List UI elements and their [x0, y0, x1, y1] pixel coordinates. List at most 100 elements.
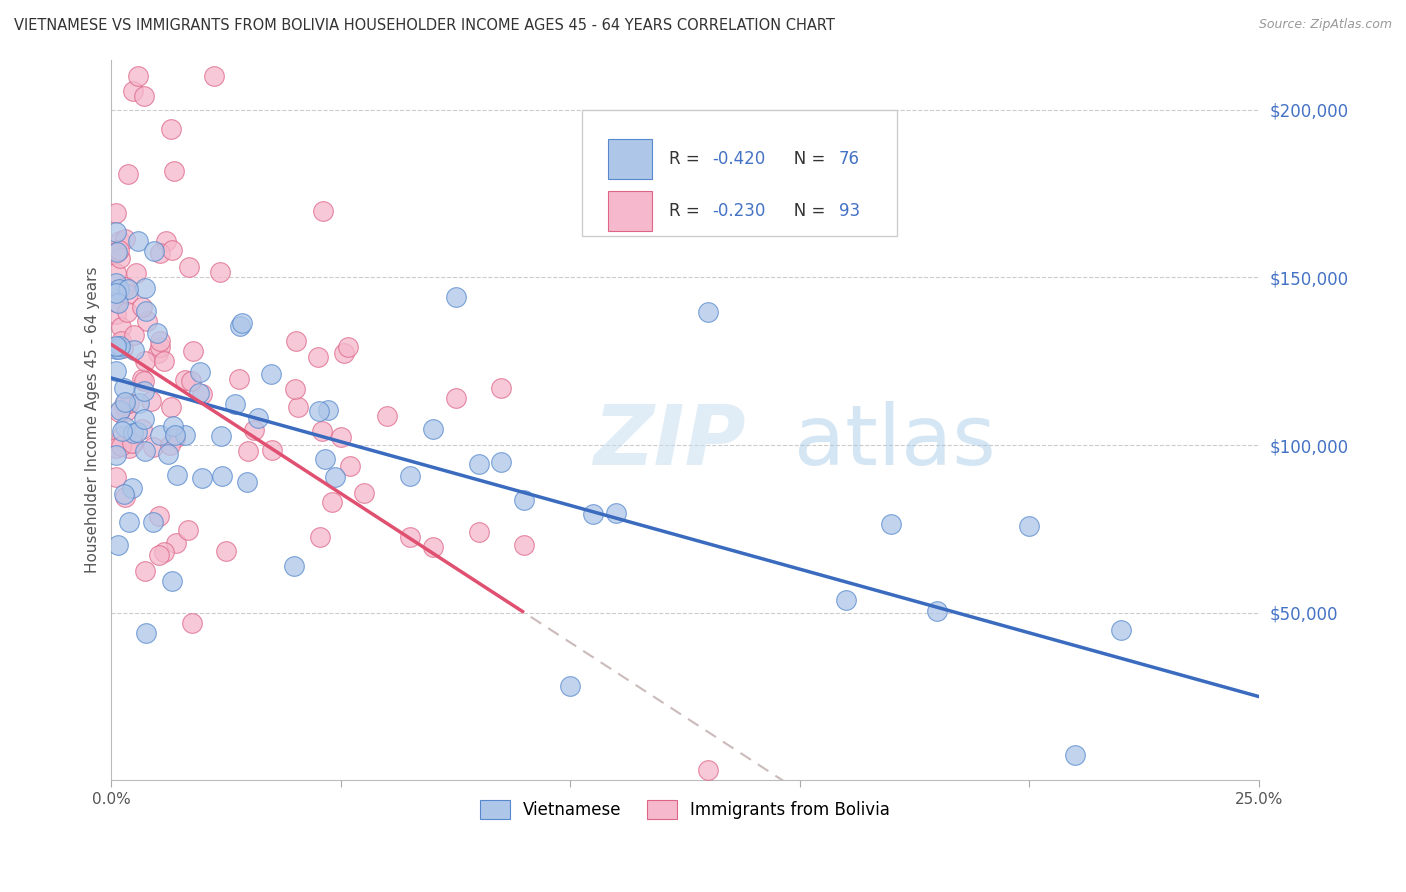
Point: [148, 509, 170, 524]
Point: [284, 382, 307, 396]
Point: [312, 203, 335, 218]
Point: [114, 395, 136, 409]
Point: [165, 432, 187, 446]
Point: [135, 304, 157, 318]
Y-axis label: Householder Income Ages 45 - 64 years: Householder Income Ages 45 - 64 years: [86, 267, 100, 574]
FancyBboxPatch shape: [582, 110, 897, 236]
Point: [142, 516, 165, 530]
Point: [228, 371, 250, 385]
Point: [398, 530, 420, 544]
Point: [131, 372, 153, 386]
Point: [209, 429, 232, 443]
Point: [127, 234, 149, 248]
Point: [131, 301, 153, 315]
Point: [134, 281, 156, 295]
Point: [160, 243, 183, 257]
Point: [834, 593, 856, 607]
Point: [491, 381, 513, 395]
FancyBboxPatch shape: [609, 192, 652, 231]
Point: [132, 374, 155, 388]
Text: 93: 93: [839, 202, 860, 220]
Point: [118, 441, 141, 455]
Point: [149, 334, 172, 349]
Point: [467, 457, 489, 471]
Point: [111, 424, 134, 438]
Point: [314, 452, 336, 467]
Point: [215, 544, 238, 558]
Point: [111, 429, 134, 443]
Point: [105, 339, 128, 353]
Text: ZIP: ZIP: [593, 401, 745, 482]
Point: [260, 442, 283, 457]
Point: [160, 574, 183, 589]
Point: [110, 251, 132, 265]
Point: [191, 387, 214, 401]
Point: [353, 486, 375, 500]
Point: [105, 441, 128, 455]
Text: -0.230: -0.230: [713, 202, 766, 220]
Point: [308, 404, 330, 418]
Text: N =: N =: [778, 202, 831, 220]
Point: [134, 564, 156, 578]
Point: [114, 404, 136, 418]
Point: [582, 508, 605, 522]
Point: [697, 764, 720, 778]
Point: [105, 245, 128, 260]
Point: [132, 412, 155, 426]
Point: [160, 121, 183, 136]
Point: [285, 334, 308, 348]
Point: [121, 436, 143, 450]
Point: [122, 328, 145, 343]
Point: [108, 339, 131, 353]
Point: [174, 427, 197, 442]
Point: [121, 425, 143, 440]
Point: [107, 243, 129, 257]
Point: [121, 481, 143, 495]
Point: [105, 283, 128, 297]
Point: [105, 206, 128, 220]
Point: [117, 515, 139, 529]
Point: [135, 626, 157, 640]
Legend: Vietnamese, Immigrants from Bolivia: Vietnamese, Immigrants from Bolivia: [474, 794, 897, 826]
Text: R =: R =: [669, 202, 704, 220]
Point: [142, 244, 165, 258]
Point: [513, 538, 536, 552]
Point: [163, 428, 186, 442]
Point: [145, 326, 167, 341]
Point: [107, 405, 129, 419]
Point: [118, 395, 141, 409]
Point: [153, 354, 176, 368]
Point: [422, 422, 444, 436]
Point: [1109, 623, 1132, 637]
Point: [105, 226, 128, 240]
Point: [880, 516, 903, 531]
FancyBboxPatch shape: [609, 139, 652, 178]
Point: [105, 266, 128, 280]
Point: [105, 276, 128, 290]
Point: [444, 391, 467, 405]
Point: [105, 342, 128, 356]
Point: [132, 89, 155, 103]
Point: [131, 421, 153, 435]
Point: [134, 384, 156, 398]
Point: [181, 344, 204, 359]
Point: [177, 524, 200, 538]
Point: [375, 409, 398, 423]
Point: [110, 334, 132, 348]
Point: [513, 492, 536, 507]
Point: [231, 316, 253, 330]
Text: R =: R =: [669, 150, 704, 168]
Point: [128, 396, 150, 410]
Point: [107, 538, 129, 552]
Point: [125, 425, 148, 439]
Point: [323, 470, 346, 484]
Point: [188, 365, 211, 379]
Point: [160, 401, 183, 415]
Point: [246, 411, 269, 425]
Point: [1018, 518, 1040, 533]
Point: [134, 354, 156, 368]
Text: -0.420: -0.420: [713, 150, 766, 168]
Point: [148, 346, 170, 360]
Point: [159, 438, 181, 452]
Point: [136, 314, 159, 328]
